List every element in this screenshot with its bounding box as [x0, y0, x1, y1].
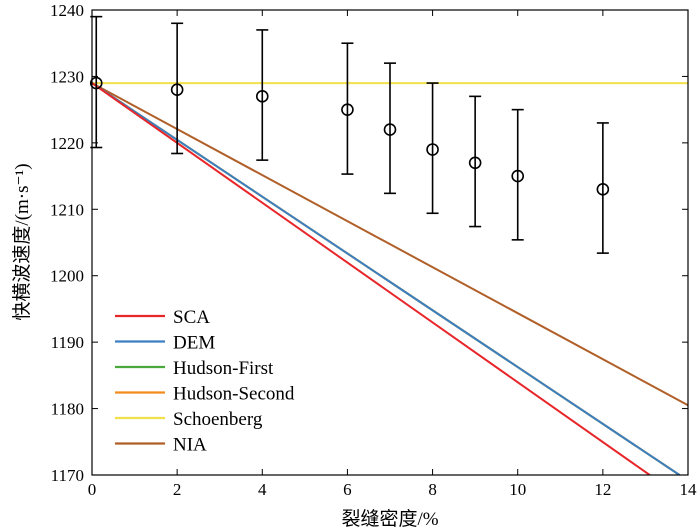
- measured-point: [468, 156, 482, 170]
- y-tick-label: 1230: [50, 67, 84, 86]
- measured-point: [383, 123, 397, 136]
- legend-label-sca: SCA: [173, 307, 210, 328]
- x-tick-label: 4: [258, 480, 267, 499]
- x-axis-title: 裂缝密度/%: [341, 508, 438, 530]
- legend-label-hudson-second: Hudson-Second: [173, 384, 295, 405]
- series-line-sca: [92, 82, 651, 475]
- measured-point: [341, 103, 354, 116]
- legend: SCA DEM Hudson-First Hudson-Second Schoenber…: [115, 307, 295, 456]
- x-tick-label: 6: [343, 480, 352, 499]
- x-tick-label: 0: [88, 480, 97, 499]
- x-tick-label: 14: [680, 480, 698, 499]
- y-tick-label: 1180: [51, 400, 84, 419]
- measured-point: [596, 183, 610, 196]
- series-line-nia: [92, 82, 688, 407]
- y-tick-label: 1210: [50, 200, 84, 219]
- measured-point: [89, 76, 103, 90]
- plot-area-frame: [91, 9, 689, 476]
- y-tick-label: 1220: [50, 134, 84, 153]
- legend-label-dem: DEM: [173, 333, 215, 354]
- x-tick-label: 2: [173, 480, 182, 499]
- y-tick-label: 1170: [51, 466, 84, 485]
- x-tick-label: 10: [509, 480, 526, 499]
- series-line-dem: [92, 82, 681, 475]
- y-tick-label: 1190: [51, 333, 84, 352]
- measured-point: [426, 143, 439, 156]
- measured-point: [255, 90, 269, 103]
- legend-label-nia: NIA: [173, 435, 207, 456]
- legend-label-hudson-first: Hudson-First: [173, 358, 274, 379]
- y-tick-label: 1240: [50, 1, 84, 20]
- measured-point: [170, 83, 184, 97]
- x-tick-label: 12: [594, 480, 611, 499]
- legend-label-schoenberg: Schoenberg: [173, 409, 263, 430]
- y-axis-title: 快横波速度/(m·s⁻¹): [11, 163, 33, 320]
- measured-point: [511, 169, 525, 183]
- x-tick-label: 8: [428, 480, 437, 499]
- y-tick-label: 1200: [50, 267, 84, 286]
